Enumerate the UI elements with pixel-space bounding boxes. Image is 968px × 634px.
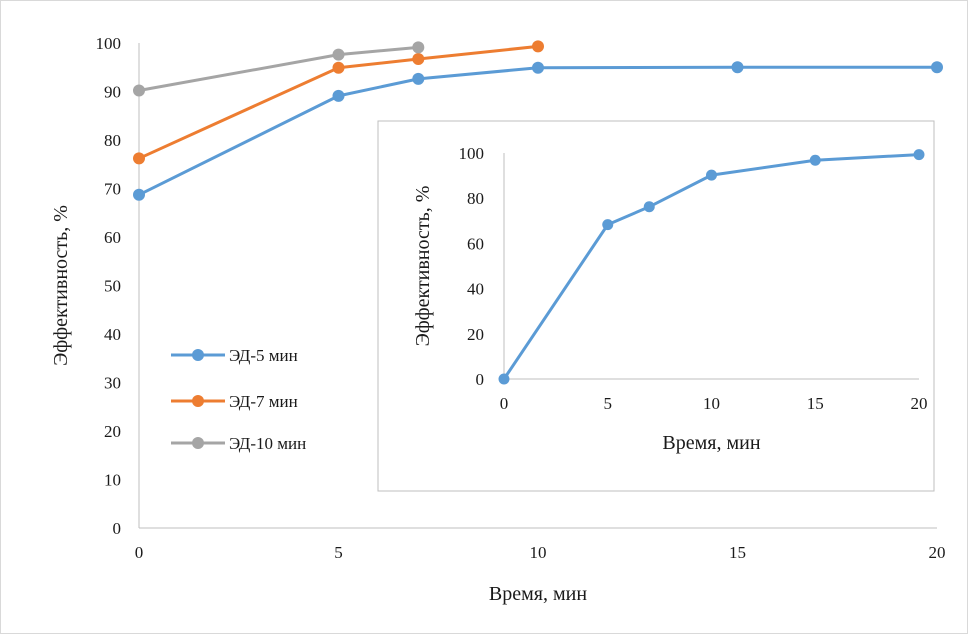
- main-series-line-1: [137, 65, 939, 197]
- legend: ЭД-5 мин ЭД-7 мин ЭД-10 мин: [171, 346, 306, 453]
- legend-marker-1: [192, 349, 204, 361]
- main-series-1-point: [332, 89, 345, 102]
- inset-y-tick-label: 80: [467, 189, 484, 208]
- main-y-tick-label: 70: [104, 180, 121, 199]
- main-series-line-3: [137, 45, 420, 93]
- main-y-tick-label: 100: [96, 34, 122, 53]
- main-y-axis-title: Эффективность, %: [50, 205, 72, 366]
- inset-y-tick-label: 60: [467, 234, 484, 253]
- main-y-tick-label: 50: [104, 277, 121, 296]
- legend-label-1: ЭД-5 мин: [229, 346, 298, 365]
- inset-series-1-point: [643, 201, 655, 213]
- inset-x-axis-title: Время, мин: [662, 432, 760, 454]
- main-series-3-point: [133, 84, 145, 97]
- inset-series-1-point: [498, 373, 510, 385]
- main-series-1-point: [133, 188, 145, 201]
- inset-series-1-point: [706, 169, 717, 181]
- inset-y-tick-label: 0: [476, 370, 485, 389]
- main-x-tick-label: 5: [334, 543, 343, 562]
- inset-y-tick-label: 40: [467, 280, 484, 299]
- main-series-2-point: [332, 61, 345, 74]
- main-series-3-point: [412, 41, 425, 54]
- legend-marker-3: [192, 437, 204, 449]
- inset-y-axis-title: Эффективность, %: [412, 186, 434, 347]
- main-y-tick-label: 40: [104, 325, 121, 344]
- main-series-2-point: [133, 152, 145, 165]
- inset-x-tick-label: 15: [807, 394, 824, 413]
- inset-series-line-1: [502, 153, 921, 381]
- main-y-tick-label: 60: [104, 228, 121, 247]
- legend-label-2: ЭД-7 мин: [229, 392, 298, 411]
- main-x-tick-label: 10: [530, 543, 547, 562]
- inset-y-tick-label: 20: [467, 325, 484, 344]
- main-y-tick-label: 0: [113, 519, 122, 538]
- inset-x-tick-label: 0: [500, 394, 509, 413]
- main-series-1-point: [731, 61, 744, 74]
- inset-group: 0 20 40 60 80 100 0 5 10 15 20 Время, мин Эффективно…: [412, 144, 928, 454]
- inset-frame: [377, 120, 935, 492]
- main-series-3-point: [332, 48, 345, 61]
- main-y-tick-label: 10: [104, 471, 121, 490]
- main-y-tick-label: 90: [104, 83, 121, 102]
- main-series-line-2: [137, 44, 540, 160]
- legend-label-3: ЭД-10 мин: [229, 434, 306, 453]
- main-x-axis-title: Время, мин: [489, 583, 587, 605]
- main-x-tick-label: 0: [135, 543, 144, 562]
- inset-series-1-point: [602, 219, 614, 231]
- main-series-2-point: [532, 40, 544, 53]
- inset-series-1-point: [809, 154, 821, 166]
- inset-x-tick-label: 5: [604, 394, 613, 413]
- main-series-1-point: [412, 72, 425, 85]
- inset-x-tick-label: 20: [911, 394, 928, 413]
- legend-marker-2: [192, 395, 204, 407]
- main-series-1-point: [532, 61, 544, 74]
- main-x-tick-label: 15: [729, 543, 746, 562]
- main-y-tick-label: 80: [104, 131, 121, 150]
- main-series-1-point: [931, 61, 943, 74]
- main-y-tick-label: 20: [104, 422, 121, 441]
- main-x-tick-label: 20: [929, 543, 946, 562]
- main-series-2-point: [412, 53, 425, 66]
- inset-x-tick-label: 10: [703, 394, 720, 413]
- main-y-tick-label: 30: [104, 374, 121, 393]
- inset-series-1-point: [913, 149, 925, 161]
- inset-y-tick-label: 100: [459, 144, 485, 163]
